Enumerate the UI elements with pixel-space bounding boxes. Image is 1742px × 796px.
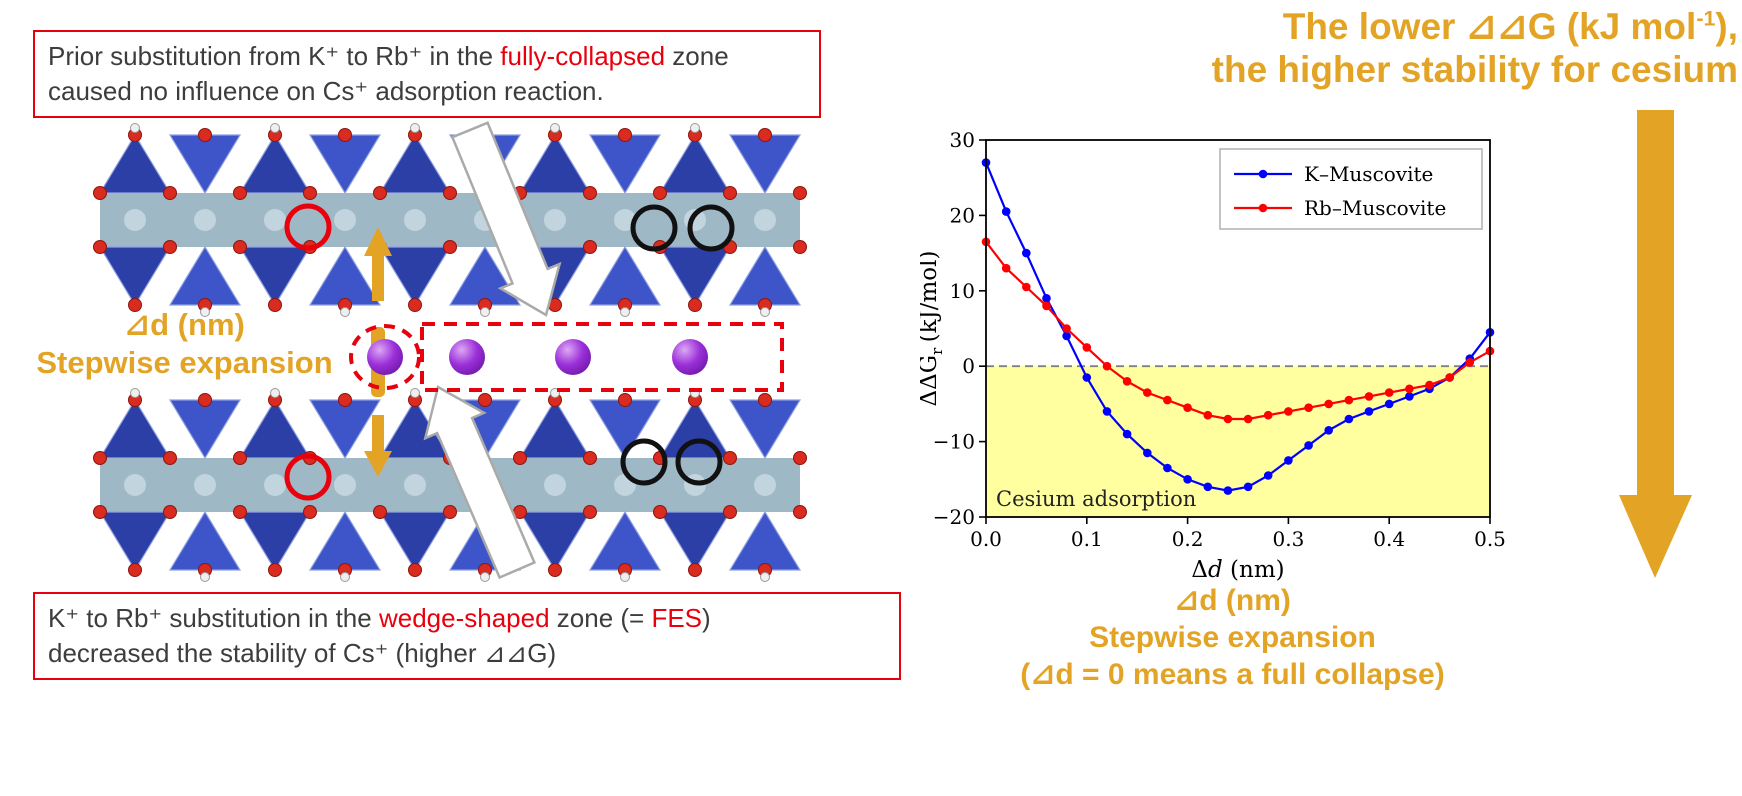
cesium-ion xyxy=(449,339,485,375)
x-axis: 0.0 0.1 0.2 0.3 0.4 0.5 xyxy=(970,517,1506,551)
muscovite-structure-figure xyxy=(93,121,807,582)
bottom-annotation-text-1: K⁺ to Rb⁺ substitution in the xyxy=(48,603,379,633)
bottom-annotation-line2: decreased the stability of Cs⁺ (higher ⊿… xyxy=(48,638,557,669)
chart-gold-title: The lower ⊿⊿G (kJ mol-1), the higher sta… xyxy=(1212,6,1738,91)
x-axis-label: Δd (nm) xyxy=(1191,557,1284,583)
top-annotation-highlight: fully-collapsed xyxy=(500,41,666,71)
down-arrow-icon xyxy=(1619,110,1692,578)
delta-d-label-left: ⊿d (nm) xyxy=(124,307,245,342)
svg-text:K–Muscovite: K–Muscovite xyxy=(1304,162,1433,186)
stability-direction-arrow xyxy=(1619,110,1692,578)
title-line1-pre: The lower ⊿⊿G (kJ mol xyxy=(1282,6,1697,47)
svg-text:30: 30 xyxy=(950,128,975,152)
bottom-annotation-box: K⁺ to Rb⁺ substitution in the wedge-shap… xyxy=(33,592,901,681)
y-axis: −20 −10 0 10 20 30 xyxy=(933,128,986,529)
svg-text:20: 20 xyxy=(950,203,975,227)
expansion-arrow-up xyxy=(364,227,392,301)
bottom-annotation-line1: K⁺ to Rb⁺ substitution in the wedge-shap… xyxy=(48,601,886,636)
cesium-ion xyxy=(555,339,591,375)
svg-text:−10: −10 xyxy=(933,430,975,454)
y-axis-label: ΔΔGr° (kJ/mol) xyxy=(920,251,946,407)
svg-text:0.2: 0.2 xyxy=(1172,527,1204,551)
bottom-annotation-highlight-2: FES xyxy=(651,603,703,633)
ddg-chart: 0.0 0.1 0.2 0.3 0.4 0.5 −20 −10 0 10 20 30 Cesium ad… xyxy=(920,128,1506,583)
svg-text:0.0: 0.0 xyxy=(970,527,1002,551)
plot-frame xyxy=(985,139,1491,518)
fes-site-marker-red-upper xyxy=(284,203,332,251)
svg-text:−20: −20 xyxy=(933,505,975,529)
svg-text:Rb–Muscovite: Rb–Muscovite xyxy=(1304,196,1446,220)
site-marker-black-upper-1 xyxy=(630,204,678,252)
stepwise-expansion-label-bottom: ⊿d (nm) Stepwise expansion (⊿d = 0 means… xyxy=(945,582,1520,694)
stepwise-expansion-text-left: Stepwise expansion xyxy=(36,344,333,380)
series-0 xyxy=(981,158,1495,495)
stepwise-expansion-text-bottom: Stepwise expansion xyxy=(1089,621,1376,655)
svg-text:0: 0 xyxy=(962,354,975,378)
title-line1-post: ), xyxy=(1715,6,1738,47)
legend: K–Muscovite Rb–Muscovite xyxy=(1219,148,1483,230)
top-annotation-text-2: zone caused no influence on Cs⁺ adsorpti… xyxy=(48,41,729,107)
wedge-arrow-lower xyxy=(423,385,537,580)
fes-dashed-ellipse xyxy=(349,324,421,390)
expansion-arrow-down xyxy=(364,415,392,477)
svg-text:0.3: 0.3 xyxy=(1272,527,1304,551)
site-marker-black-lower-1 xyxy=(620,438,668,486)
svg-text:0.4: 0.4 xyxy=(1373,527,1405,551)
site-marker-black-lower-2 xyxy=(675,438,723,486)
site-marker-black-upper-2 xyxy=(687,204,735,252)
bottom-annotation-text-2: zone (= xyxy=(549,603,652,633)
top-annotation-box: Prior substitution from K⁺ to Rb⁺ in the… xyxy=(33,30,821,119)
muscovite-layer-upper xyxy=(93,123,807,317)
stepwise-expansion-label-left: ⊿d (nm) Stepwise expansion xyxy=(12,306,357,382)
region-label: Cesium adsorption xyxy=(996,487,1196,511)
bottom-annotation-text-3: ) xyxy=(702,603,711,633)
svg-text:0.1: 0.1 xyxy=(1071,527,1103,551)
cesium-ion xyxy=(672,339,708,375)
svg-text:0.5: 0.5 xyxy=(1474,527,1506,551)
top-annotation-text-1: Prior substitution from K⁺ to Rb⁺ in the xyxy=(48,41,501,71)
fes-site-marker-red-lower xyxy=(284,453,332,501)
title-line1-sup: -1 xyxy=(1696,6,1716,31)
chart-gold-title-line1: The lower ⊿⊿G (kJ mol-1), xyxy=(1212,6,1738,49)
delta-d-label-bottom: ⊿d (nm) xyxy=(1174,584,1291,617)
full-collapse-note: (⊿d = 0 means a full collapse) xyxy=(1020,658,1445,692)
bottom-annotation-highlight-1: wedge-shaped xyxy=(378,603,550,633)
wedge-arrow-upper xyxy=(450,121,562,317)
series-1 xyxy=(981,237,1495,424)
chart-gold-title-line2: the higher stability for cesium xyxy=(1211,48,1738,90)
collapsed-zone-dashed-rect xyxy=(420,322,784,392)
cesium-ion xyxy=(367,339,403,375)
svg-text:10: 10 xyxy=(950,279,975,303)
